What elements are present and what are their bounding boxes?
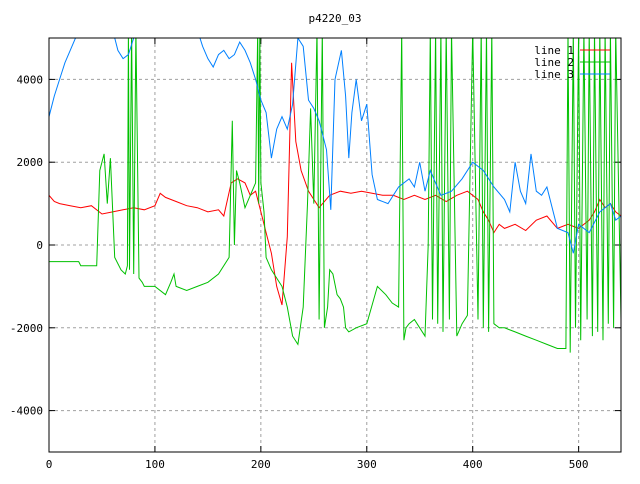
plot-frame [48, 37, 622, 453]
y-tick-label: 0 [36, 239, 43, 252]
y-tick-label: 4000 [17, 73, 44, 86]
x-tick-label: 100 [145, 458, 165, 471]
y-tick-label: -4000 [10, 405, 43, 418]
chart-title: p4220_03 [309, 12, 362, 25]
series-line-3 [49, 38, 621, 254]
axis-ticks: 0 100 200 300 400 500 -4000 -2000 0 2000 4000 [10, 38, 621, 471]
series-line-2 [49, 38, 621, 353]
legend-label: line 3 [534, 68, 574, 81]
x-tick-label: 0 [46, 458, 53, 471]
x-tick-label: 300 [357, 458, 377, 471]
legend-label: line 2 [534, 56, 574, 69]
x-tick-label: 200 [251, 458, 271, 471]
series-group [49, 38, 621, 353]
legend-label: line 1 [534, 44, 574, 57]
y-tick-label: 2000 [17, 156, 44, 169]
x-tick-label: 400 [463, 458, 483, 471]
y-tick-label: -2000 [10, 322, 43, 335]
x-tick-label: 500 [569, 458, 589, 471]
